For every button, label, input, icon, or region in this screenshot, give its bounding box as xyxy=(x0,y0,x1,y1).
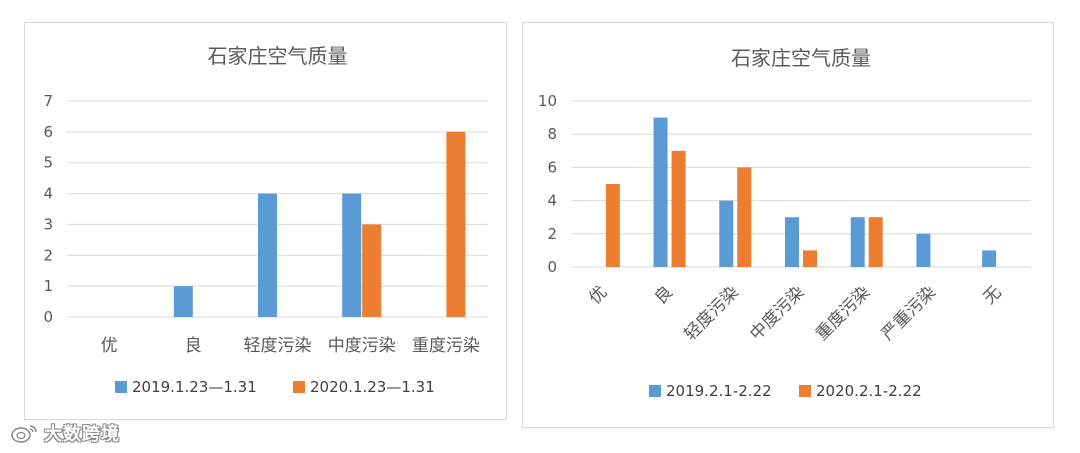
chart-title: 石家庄空气质量 xyxy=(731,46,871,70)
x-category-label: 轻度污染 xyxy=(681,282,743,344)
legend-swatch-1 xyxy=(115,381,127,393)
y-tick-label: 1 xyxy=(43,277,53,295)
legend-label-1: 2019.2.1-2.22 xyxy=(666,382,772,400)
legend-label-2: 2020.2.1-2.22 xyxy=(816,382,922,400)
chart-panel-right: 石家庄空气质量 0 2 4 6 8 10 优 良轻度污染 中度污染 重度污染 严重污染 无 2019.2.… xyxy=(522,22,1054,428)
x-category-label: 轻度污染 xyxy=(244,336,312,356)
weibo-logo-icon xyxy=(11,425,37,443)
legend-label-1: 2019.1.23—1.31 xyxy=(132,378,257,396)
y-tick-label: 0 xyxy=(547,258,557,276)
x-category-label: 良 xyxy=(651,282,677,308)
bar-chart-right: 石家庄空气质量 0 2 4 6 8 10 优 良轻度污染 中度污染 重度污染 严重污染 无 2019.2.… xyxy=(538,46,1031,400)
bar-series2 xyxy=(605,184,620,267)
bar-series1 xyxy=(173,286,193,317)
y-tick-label: 3 xyxy=(43,215,53,233)
y-tick-label: 2 xyxy=(43,246,53,264)
legend-swatch-2 xyxy=(293,381,305,393)
y-tick-label: 8 xyxy=(547,125,557,143)
x-category-label: 重度污染 xyxy=(812,282,874,344)
bar-series1 xyxy=(719,200,734,267)
chart-panel-left: 石家庄空气质量 0 1 2 3 4 5 6 7 优 良 轻度污染 中度污染 重度污染 2019.1.23—1… xyxy=(24,22,507,420)
bar-series2 xyxy=(803,250,817,267)
y-tick-label: 6 xyxy=(43,123,53,141)
x-category-label: 严重污染 xyxy=(878,282,940,344)
x-category-label: 优 xyxy=(585,282,611,308)
x-category-label: 无 xyxy=(980,282,1006,308)
bar-series2 xyxy=(737,167,752,267)
watermark-text: 大数跨境 xyxy=(44,424,120,445)
x-category-label: 中度污染 xyxy=(746,282,808,344)
bar-series1 xyxy=(982,250,997,267)
bar-series2 xyxy=(671,150,686,267)
watermark: 大数跨境 xyxy=(10,422,120,445)
bar-series1 xyxy=(850,217,865,267)
y-tick-label: 7 xyxy=(43,92,53,110)
bar-series2 xyxy=(868,217,883,267)
y-tick-label: 5 xyxy=(43,154,53,172)
legend-swatch-2 xyxy=(799,385,811,397)
y-tick-label: 4 xyxy=(43,185,53,203)
bar-series1 xyxy=(916,233,931,267)
bar-series1 xyxy=(785,217,799,267)
y-tick-label: 4 xyxy=(547,192,557,210)
x-category-label: 优 xyxy=(101,336,118,356)
legend-swatch-1 xyxy=(649,385,661,397)
y-tick-label: 10 xyxy=(538,92,557,110)
x-category-label: 中度污染 xyxy=(328,336,396,356)
y-tick-label: 0 xyxy=(43,308,53,326)
legend-label-2: 2020.1.23—1.31 xyxy=(310,378,435,396)
x-category-label: 良 xyxy=(185,336,202,356)
bar-series2 xyxy=(362,224,382,317)
chart-title: 石家庄空气质量 xyxy=(208,44,348,68)
bar-series2 xyxy=(446,131,466,317)
bar-series1 xyxy=(258,193,277,317)
bar-series1 xyxy=(342,193,362,317)
x-category-label: 重度污染 xyxy=(412,336,480,356)
y-tick-label: 6 xyxy=(547,158,557,176)
bar-chart-left: 石家庄空气质量 0 1 2 3 4 5 6 7 优 良 轻度污染 中度污染 重度污染 2019.1.23—1… xyxy=(43,44,488,396)
y-tick-label: 2 xyxy=(547,225,557,243)
bar-series1 xyxy=(653,117,668,267)
